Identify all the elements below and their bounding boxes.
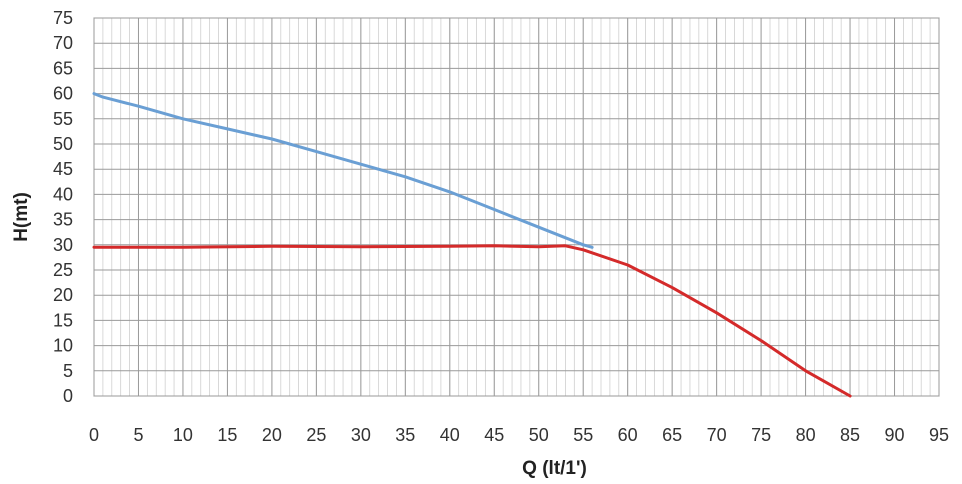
x-tick-label: 80 xyxy=(796,425,816,445)
y-tick-label: 10 xyxy=(53,336,73,356)
y-tick-label: 65 xyxy=(53,58,73,78)
series-line-1 xyxy=(92,92,594,249)
series-layer xyxy=(92,92,852,398)
x-tick-label: 15 xyxy=(217,425,237,445)
y-tick-label: 0 xyxy=(63,386,73,406)
x-tick-labels: 0 5 10 15 20 25 30 35 40 45 50 55 60 65 70 75 80 85 90 95 xyxy=(89,425,949,445)
x-tick-label: 50 xyxy=(529,425,549,445)
x-tick-label: 0 xyxy=(89,425,99,445)
series-line-2 xyxy=(92,244,852,398)
y-tick-label: 70 xyxy=(53,33,73,53)
y-tick-label: 5 xyxy=(63,361,73,381)
x-tick-label: 95 xyxy=(929,425,949,445)
x-tick-label: 60 xyxy=(618,425,638,445)
y-tick-label: 25 xyxy=(53,260,73,280)
x-tick-label: 90 xyxy=(885,425,905,445)
x-tick-label: 85 xyxy=(840,425,860,445)
y-tick-label: 15 xyxy=(53,310,73,330)
y-tick-label: 40 xyxy=(53,184,73,204)
x-tick-label: 5 xyxy=(133,425,143,445)
x-tick-label: 65 xyxy=(662,425,682,445)
y-axis-label: H(mt) xyxy=(11,192,32,242)
x-tick-label: 20 xyxy=(262,425,282,445)
x-tick-label: 45 xyxy=(484,425,504,445)
y-tick-label: 75 xyxy=(53,8,73,28)
y-tick-label: 55 xyxy=(53,109,73,129)
y-tick-label: 50 xyxy=(53,134,73,154)
y-tick-label: 60 xyxy=(53,84,73,104)
y-tick-label: 30 xyxy=(53,235,73,255)
y-tick-label: 35 xyxy=(53,210,73,230)
y-tick-label: 45 xyxy=(53,159,73,179)
y-tick-label: 20 xyxy=(53,285,73,305)
x-tick-label: 55 xyxy=(573,425,593,445)
y-tick-labels: 0 5 10 15 20 25 30 35 40 45 50 55 60 65 70 75 xyxy=(53,8,73,406)
x-tick-label: 35 xyxy=(395,425,415,445)
x-tick-label: 70 xyxy=(707,425,727,445)
x-tick-label: 30 xyxy=(351,425,371,445)
x-tick-label: 10 xyxy=(173,425,193,445)
x-tick-label: 75 xyxy=(751,425,771,445)
x-tick-label: 25 xyxy=(306,425,326,445)
x-tick-label: 40 xyxy=(440,425,460,445)
plot-area xyxy=(93,17,940,397)
x-axis-label: Q (lt/1') xyxy=(522,458,587,479)
